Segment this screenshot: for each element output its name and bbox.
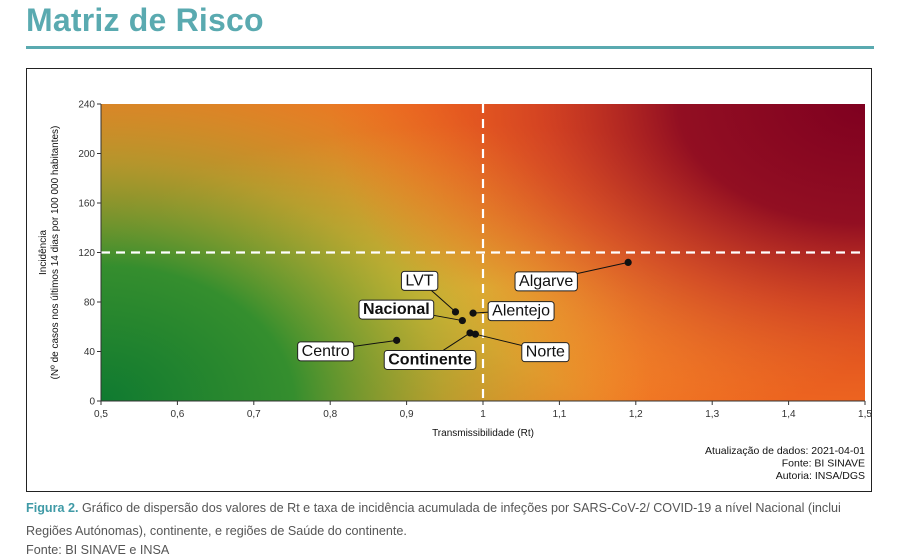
point-label-box — [487, 301, 555, 322]
annotation-line: Autoria: INSA/DGS — [776, 470, 865, 482]
point-label: Nacional — [363, 301, 430, 318]
point-label-box — [383, 349, 477, 370]
x-tick-label: 1,5 — [858, 409, 872, 420]
x-tick-label: 1,4 — [782, 409, 796, 420]
point-algarve: Algarve — [514, 258, 632, 292]
x-tick-label: 1 — [480, 409, 486, 420]
x-tick-label: 1,1 — [552, 409, 566, 420]
y-tick-label: 160 — [78, 199, 95, 210]
point-label: Alentejo — [492, 303, 550, 320]
point-lvt: LVT — [400, 270, 460, 316]
point-label: Algarve — [519, 273, 573, 290]
point-label-box — [358, 299, 435, 320]
data-point — [624, 258, 632, 266]
y-tick-label: 120 — [78, 248, 95, 259]
point-label: Centro — [302, 343, 350, 360]
y-tick-label: 200 — [78, 149, 95, 160]
annotation-line: Atualização de dados: 2021-04-01 — [705, 445, 865, 457]
x-tick-label: 1,2 — [629, 409, 643, 420]
chart-frame: 0,5 0,6 0,7 0,8 0,9 1 1,1 1,2 1,3 1,4 1,5 0 40 80 120 1… — [26, 68, 872, 492]
point-label-box — [514, 271, 578, 292]
point-label-box — [400, 270, 439, 291]
point-label-box — [521, 342, 570, 363]
x-tick-label: 0,5 — [94, 409, 108, 420]
point-centro: Centro — [297, 336, 401, 362]
data-point — [471, 330, 479, 338]
y-tick-label: 80 — [84, 298, 96, 309]
y-tick-label: 0 — [89, 397, 95, 408]
figure-caption: Figura 2. Gráfico de dispersão dos valor… — [26, 497, 876, 543]
annotation-line: Fonte: BI SINAVE — [782, 458, 865, 470]
page-title: Matriz de Risco — [26, 2, 264, 38]
x-axis-title: Transmissibilidade (Rt) — [432, 428, 534, 439]
data-point — [469, 309, 477, 317]
data-point — [451, 308, 460, 316]
risk-matrix-chart: 0,5 0,6 0,7 0,8 0,9 1 1,1 1,2 1,3 1,4 1,5 0 40 80 120 1… — [38, 100, 872, 483]
x-tick-label: 1,3 — [705, 409, 719, 420]
data-point — [393, 336, 401, 344]
point-label: Continente — [388, 351, 472, 368]
point-label: Norte — [526, 344, 565, 361]
x-tick-label: 0,6 — [170, 409, 184, 420]
y-axis-title: Incidência — [38, 230, 49, 275]
x-tick-label: 0,9 — [400, 409, 414, 420]
y-tick-label: 240 — [78, 100, 95, 111]
point-norte: Norte — [471, 330, 570, 363]
y-axis-subtitle: (Nº de casos nos últimos 14 dias por 100… — [50, 126, 61, 380]
point-alentejo: Alentejo — [469, 301, 555, 322]
figure-label: Figura 2. — [26, 501, 79, 515]
caption-text: Gráfico de dispersão dos valores de Rt e… — [26, 501, 841, 538]
x-tick-label: 0,8 — [323, 409, 337, 420]
y-tick-label: 40 — [84, 347, 96, 358]
data-point — [458, 316, 466, 325]
x-tick-label: 0,7 — [247, 409, 261, 420]
point-nacional: Nacional — [358, 299, 466, 325]
point-label-box — [297, 341, 355, 362]
caption-source: Fonte: BI SINAVE e INSA — [26, 543, 170, 557]
title-divider — [26, 46, 874, 49]
point-label: LVT — [405, 272, 433, 289]
